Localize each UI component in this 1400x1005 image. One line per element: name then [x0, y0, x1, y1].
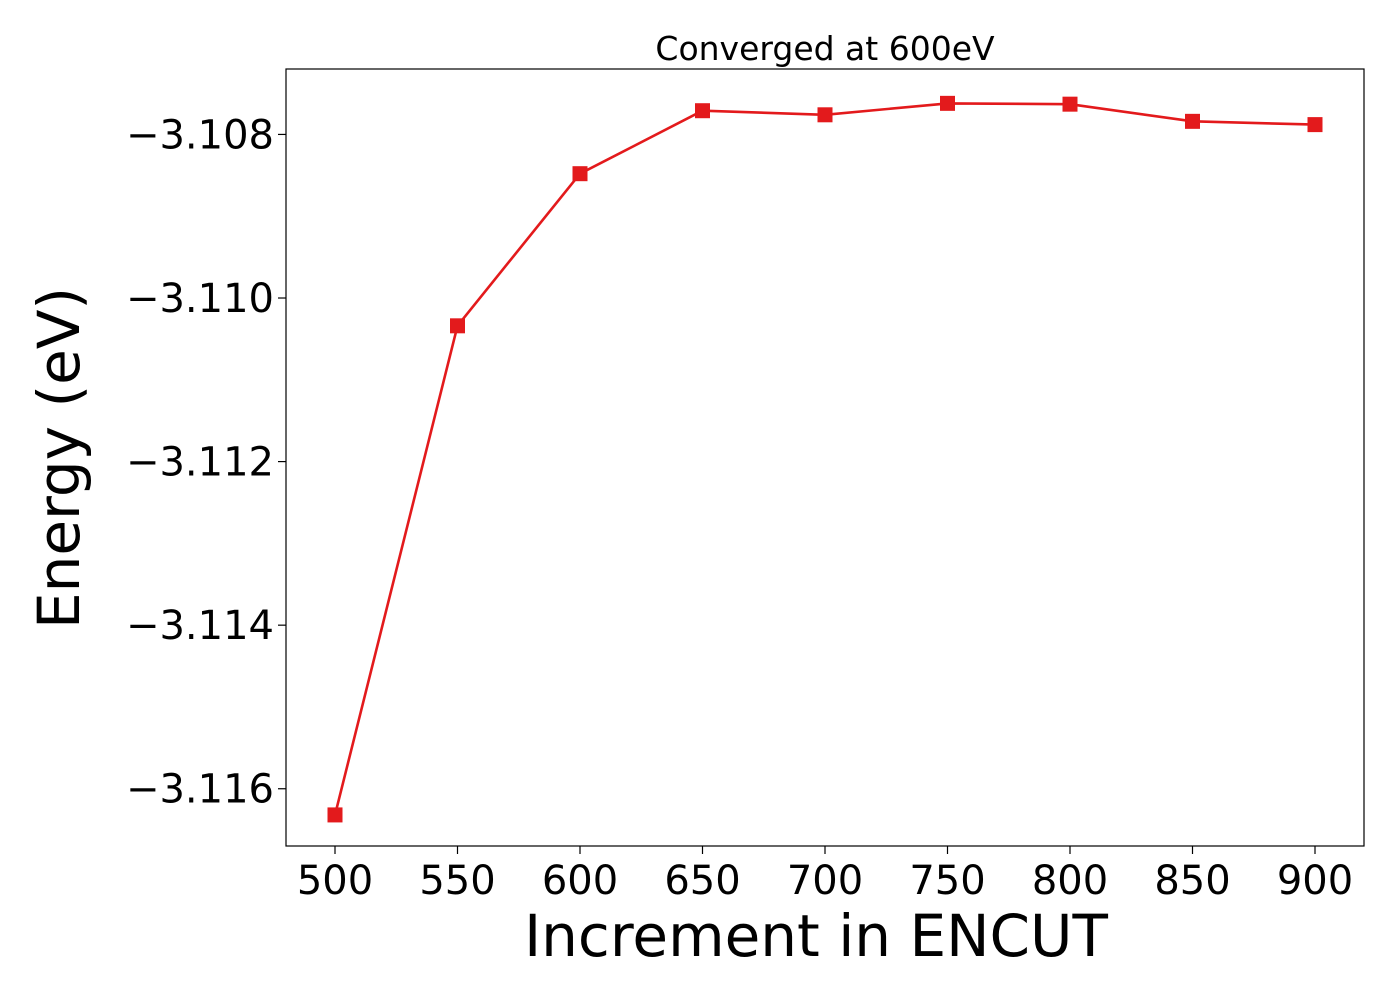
- data-point-marker: [1185, 113, 1200, 129]
- x-axis-label: Increment in ENCUT: [524, 902, 1108, 970]
- data-point-marker: [817, 107, 833, 123]
- data-point-marker: [450, 318, 465, 334]
- y-tick-label: −3.108: [126, 112, 274, 158]
- y-axis-label: Energy (eV): [25, 287, 93, 629]
- chart-title: Converged at 600eV: [655, 29, 995, 68]
- ticks-layer: 500 550 600 650 700 750 800 850 900 −3.108 −3.110 −…: [126, 112, 1353, 904]
- x-tick-label: 500: [297, 858, 373, 904]
- y-tick-label: −3.116: [126, 767, 274, 813]
- series-layer: [327, 95, 1323, 823]
- x-tick-label: 600: [542, 858, 618, 904]
- y-tick-label: −3.112: [126, 440, 274, 486]
- plot-frame: [285, 68, 1365, 847]
- data-point-marker: [940, 95, 955, 111]
- data-point-marker: [327, 807, 343, 823]
- x-tick-label: 650: [664, 858, 740, 904]
- x-tick-label: 900: [1277, 858, 1353, 904]
- data-point-marker: [695, 103, 710, 119]
- data-point-marker: [1307, 117, 1323, 133]
- data-point-marker: [572, 166, 588, 182]
- plot-area-background: [286, 69, 1364, 846]
- y-tick-label: −3.114: [126, 603, 274, 649]
- x-tick-label: 850: [1154, 858, 1230, 904]
- data-point-marker: [1062, 96, 1078, 112]
- x-tick-label: 800: [1032, 858, 1108, 904]
- x-tick-label: 700: [787, 858, 863, 904]
- x-tick-label: 550: [419, 858, 495, 904]
- x-tick-label: 750: [909, 858, 985, 904]
- y-tick-label: −3.110: [126, 276, 274, 322]
